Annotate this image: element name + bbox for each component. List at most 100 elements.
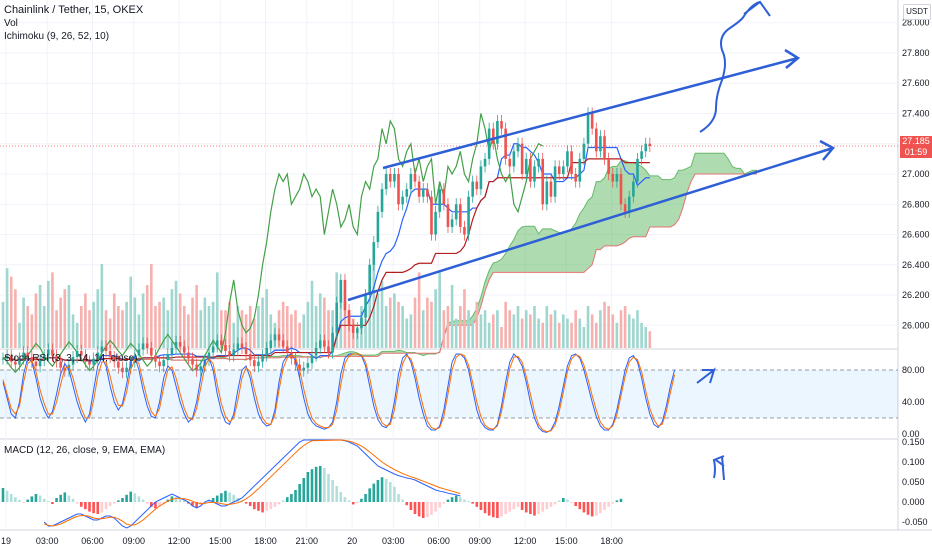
volume-bar (323, 297, 326, 348)
macd-histogram-bar (38, 495, 42, 502)
volume-bar (257, 306, 260, 348)
candle-body (636, 158, 639, 182)
candle-body (397, 174, 400, 205)
macd-histogram-bar (372, 483, 376, 502)
volume-bar (442, 310, 446, 348)
candle-body (578, 158, 582, 182)
macd-histogram-bar (323, 468, 326, 502)
price-tick-label: 26.200 (902, 290, 930, 300)
macd-histogram-bar (158, 502, 161, 507)
candle-body (211, 346, 215, 353)
time-tick-label: 12:00 (514, 536, 537, 546)
candle-body (553, 166, 557, 197)
macd-histogram-bar (211, 498, 215, 502)
macd-histogram-bar (454, 495, 458, 502)
candle-body (195, 364, 198, 371)
candle-body (574, 174, 577, 182)
volume-bar (281, 301, 285, 348)
candle-body (401, 196, 404, 205)
macd-histogram-bar (18, 500, 21, 502)
candle-body (442, 189, 446, 205)
candle-body (426, 189, 429, 197)
candle-body (302, 367, 306, 371)
macd-histogram-bar (306, 472, 310, 502)
volume-bar (553, 310, 557, 348)
candle-body (491, 128, 495, 144)
macd-histogram-bar (553, 502, 557, 505)
candle-body (557, 166, 561, 174)
macd-histogram-bar (145, 502, 149, 504)
candle-body (306, 363, 310, 368)
volume-bar (619, 310, 623, 348)
macd-histogram-bar (63, 492, 67, 502)
volume-bar (191, 297, 194, 348)
macd-histogram-bar (599, 502, 602, 514)
candle-body (290, 352, 293, 359)
macd-histogram-bar (376, 480, 380, 502)
candle-body (364, 295, 367, 318)
candle-body (524, 158, 528, 174)
macd-histogram-bar (351, 502, 355, 505)
volume-bar (426, 297, 429, 348)
volume-bar (388, 297, 392, 348)
volume-bar (30, 314, 34, 348)
volume-bar (187, 314, 190, 348)
volume-bar (520, 318, 524, 348)
candle-body (236, 343, 240, 350)
candle-body (51, 349, 54, 356)
candlesticks (1, 107, 652, 379)
candle-body (599, 136, 602, 152)
candle-body (42, 355, 46, 361)
macd-histogram-bar (541, 502, 545, 512)
candle-body (265, 348, 268, 356)
candle-body (607, 158, 610, 174)
volume-bar (47, 280, 50, 348)
stoch-rsi-plot (0, 353, 898, 433)
volume-bar (541, 322, 545, 348)
volume-bar (42, 306, 46, 348)
time-tick-label: 03:00 (36, 536, 59, 546)
countdown: 01:59 (904, 147, 928, 157)
candle-body (376, 211, 380, 243)
cloud-area (110, 153, 757, 361)
candle-body (467, 196, 470, 235)
candle-body (174, 341, 178, 348)
candle-body (178, 341, 182, 347)
volume-bar (67, 285, 71, 348)
macd-legend: MACD (12, 26, close, 9, EMA, EMA) (4, 444, 165, 457)
macd-histogram-bar (34, 494, 38, 502)
volume-bar (582, 327, 586, 348)
candle-body (384, 174, 388, 190)
macd-histogram-bar (96, 502, 100, 514)
macd-histogram-bar (421, 502, 425, 518)
candle-body (347, 310, 351, 326)
macd-histogram-bar (405, 502, 409, 506)
macd-histogram-bar (51, 502, 54, 504)
volume-bar (611, 314, 615, 348)
candle-body (88, 361, 91, 365)
macd-histogram-bar (549, 502, 553, 507)
candle-body (277, 334, 281, 341)
volume-bar (644, 327, 648, 348)
macd-histogram-bar (335, 486, 339, 502)
macd-histogram-bar (496, 502, 499, 518)
upper-channel-arrowhead (784, 48, 801, 69)
volume-bar (397, 301, 400, 348)
macd-histogram-bar (401, 499, 404, 502)
macd-histogram-bar (55, 498, 58, 502)
volume-bar (170, 289, 174, 348)
time-tick-label: 09:00 (122, 536, 145, 546)
volume-bar (446, 306, 450, 348)
candle-body (310, 355, 314, 364)
lower-channel-arrowhead (819, 139, 835, 161)
candle-body (368, 264, 371, 296)
volume-bar (38, 285, 42, 348)
price-tick-label: 26.800 (902, 199, 930, 209)
volume-bar (51, 272, 54, 348)
drawn-trendlines (347, 0, 835, 481)
volume-bar (22, 297, 25, 348)
candle-body (71, 357, 75, 365)
volume-bar (129, 276, 133, 348)
price-tick-label: 26.600 (902, 230, 930, 240)
macd-histogram-bar (508, 502, 512, 512)
